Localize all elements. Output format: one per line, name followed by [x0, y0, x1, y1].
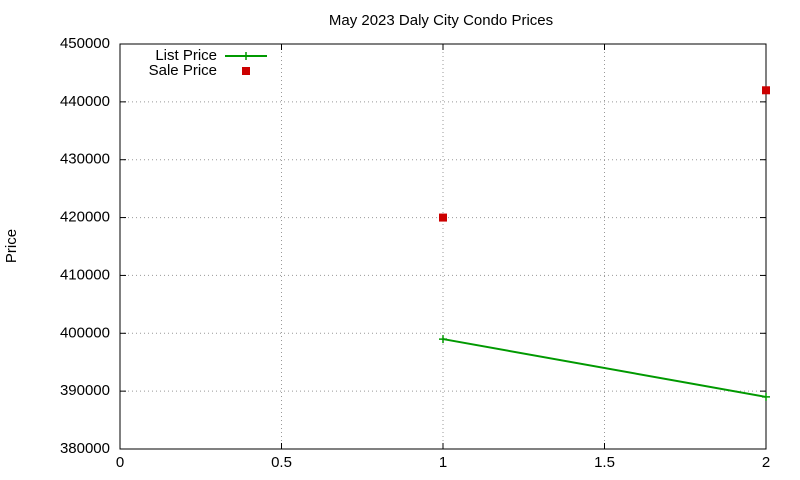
point-marker — [439, 335, 447, 344]
y-tick-label: 450000 — [60, 35, 110, 52]
point-marker — [439, 213, 447, 222]
y-tick-label: 440000 — [60, 93, 110, 110]
legend-label: List Price — [155, 47, 217, 64]
legend-marker — [242, 52, 250, 60]
point-marker — [762, 392, 770, 401]
point-marker — [762, 86, 770, 95]
x-tick-label: 0.5 — [271, 454, 292, 471]
chart-title: May 2023 Daly City Condo Prices — [329, 12, 553, 29]
legend-label: Sale Price — [149, 62, 217, 79]
legend-marker — [242, 67, 250, 75]
x-tick-label: 2 — [762, 454, 770, 471]
x-tick-label: 0 — [116, 454, 124, 471]
y-tick-label: 430000 — [60, 151, 110, 168]
y-axis-label: Price — [3, 229, 20, 263]
y-tick-label: 390000 — [60, 382, 110, 399]
y-tick-label: 420000 — [60, 209, 110, 226]
line — [442, 338, 767, 398]
y-tick-label: 380000 — [60, 440, 110, 457]
y-tick-label: 400000 — [60, 324, 110, 341]
plot-border — [119, 43, 767, 450]
x-tick-label: 1.5 — [594, 454, 615, 471]
x-tick-label: 1 — [439, 454, 447, 471]
y-tick-label: 410000 — [60, 266, 110, 283]
